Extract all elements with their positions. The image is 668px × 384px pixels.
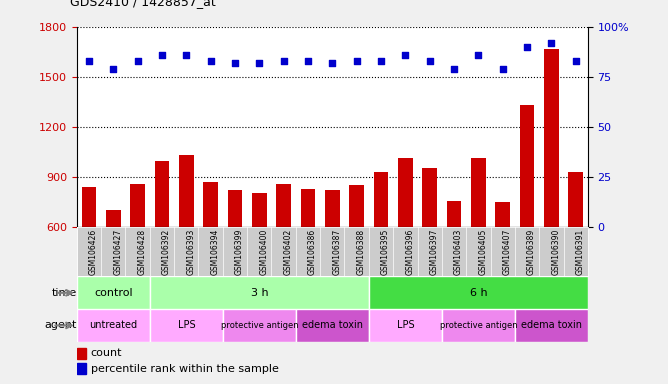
Text: GSM106391: GSM106391 <box>576 229 584 275</box>
Bar <box>77 309 150 342</box>
Bar <box>373 172 388 227</box>
Text: count: count <box>91 348 122 358</box>
Bar <box>398 158 413 227</box>
Text: GSM106427: GSM106427 <box>114 229 122 275</box>
Point <box>84 58 94 64</box>
Text: GSM106400: GSM106400 <box>259 229 269 275</box>
Bar <box>442 309 515 342</box>
Text: GSM106426: GSM106426 <box>89 229 98 275</box>
Bar <box>252 193 267 227</box>
Bar <box>544 48 558 227</box>
Bar <box>106 210 121 227</box>
Point <box>108 66 119 72</box>
Bar <box>130 184 145 227</box>
Point <box>546 40 556 46</box>
Bar <box>369 309 442 342</box>
Point <box>279 58 289 64</box>
Bar <box>301 189 315 227</box>
Text: GSM106386: GSM106386 <box>308 229 317 275</box>
Point <box>327 60 338 66</box>
Text: 6 h: 6 h <box>470 288 487 298</box>
Point <box>181 52 192 58</box>
Bar <box>296 309 369 342</box>
Text: GSM106396: GSM106396 <box>405 229 414 275</box>
Text: 3 h: 3 h <box>250 288 268 298</box>
Point <box>351 58 362 64</box>
Text: GSM106392: GSM106392 <box>162 229 171 275</box>
Text: control: control <box>94 288 133 298</box>
Text: agent: agent <box>45 320 77 331</box>
Point <box>473 52 484 58</box>
Bar <box>179 155 194 227</box>
Point <box>254 60 265 66</box>
Text: GSM106395: GSM106395 <box>381 229 390 275</box>
Bar <box>77 276 150 309</box>
Text: GSM106402: GSM106402 <box>284 229 293 275</box>
Text: GSM106428: GSM106428 <box>138 229 147 275</box>
Text: LPS: LPS <box>178 320 195 331</box>
Bar <box>520 105 534 227</box>
Bar <box>150 309 223 342</box>
Bar <box>568 172 583 227</box>
Text: GSM106407: GSM106407 <box>503 229 512 275</box>
Text: GSM106389: GSM106389 <box>527 229 536 275</box>
Point <box>400 52 411 58</box>
Bar <box>228 190 242 227</box>
Text: time: time <box>51 288 77 298</box>
Bar <box>277 184 291 227</box>
Bar <box>150 276 369 309</box>
Bar <box>349 185 364 227</box>
Bar <box>203 182 218 227</box>
Text: GSM106387: GSM106387 <box>333 229 341 275</box>
Point <box>498 66 508 72</box>
Text: GDS2410 / 1428857_at: GDS2410 / 1428857_at <box>70 0 216 8</box>
Text: percentile rank within the sample: percentile rank within the sample <box>91 364 279 374</box>
Bar <box>325 190 339 227</box>
Point <box>132 58 143 64</box>
Bar <box>496 202 510 227</box>
Point <box>522 44 532 50</box>
Bar <box>515 309 588 342</box>
Point <box>156 52 167 58</box>
Text: GSM106405: GSM106405 <box>478 229 488 275</box>
Point <box>303 58 313 64</box>
Text: GSM106403: GSM106403 <box>454 229 463 275</box>
Text: protective antigen: protective antigen <box>440 321 517 330</box>
Point <box>449 66 460 72</box>
Bar <box>81 187 96 227</box>
Text: GSM106393: GSM106393 <box>186 229 195 275</box>
Point <box>424 58 435 64</box>
Text: GSM106388: GSM106388 <box>357 229 365 275</box>
Bar <box>369 276 588 309</box>
Bar <box>77 363 86 374</box>
Bar <box>422 168 437 227</box>
Text: GSM106390: GSM106390 <box>551 229 560 275</box>
Text: GSM106399: GSM106399 <box>235 229 244 275</box>
Bar <box>447 201 462 227</box>
Point <box>375 58 386 64</box>
Point <box>230 60 240 66</box>
Text: edema toxin: edema toxin <box>302 320 363 331</box>
Bar <box>155 161 169 227</box>
Bar <box>471 158 486 227</box>
Bar <box>77 348 86 359</box>
Text: edema toxin: edema toxin <box>521 320 582 331</box>
Text: LPS: LPS <box>397 320 414 331</box>
Point <box>570 58 581 64</box>
Bar <box>223 309 296 342</box>
Text: GSM106394: GSM106394 <box>210 229 220 275</box>
Text: GSM106397: GSM106397 <box>430 229 439 275</box>
Text: protective antigen: protective antigen <box>220 321 298 330</box>
Text: untreated: untreated <box>90 320 138 331</box>
Point <box>205 58 216 64</box>
